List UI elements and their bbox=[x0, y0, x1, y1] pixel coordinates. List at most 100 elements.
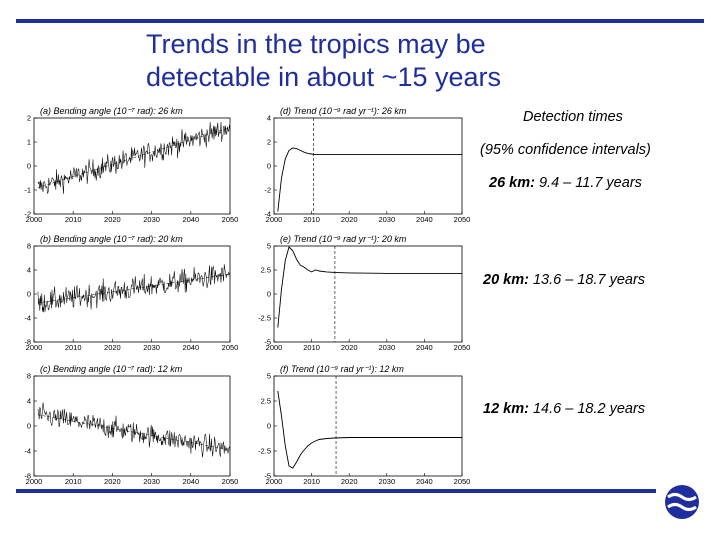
x-tick-label-f-2010: 2010 bbox=[303, 477, 320, 486]
series-line-c bbox=[37, 402, 231, 458]
ecmwf-logo-icon bbox=[665, 485, 699, 519]
series-line-f bbox=[277, 390, 462, 469]
series-line-d bbox=[277, 147, 462, 212]
y-tick-label-c-3: 4 bbox=[27, 397, 31, 406]
x-tick-label-b-2020: 2020 bbox=[104, 343, 121, 352]
y-tick-label-f-3: 2.5 bbox=[261, 397, 271, 406]
y-tick-label-d-1: -2 bbox=[264, 186, 271, 195]
y-tick-label-e-3: 2.5 bbox=[261, 266, 271, 275]
x-tick-label-b-2000: 2000 bbox=[26, 343, 43, 352]
trend-fit-line-c bbox=[37, 414, 231, 450]
detection-key-26km: 26 km: bbox=[489, 175, 535, 191]
detection-heading: Detection times bbox=[523, 109, 623, 125]
series-line-a bbox=[37, 121, 231, 194]
detection-key-12km: 12 km: bbox=[483, 401, 529, 417]
x-tick-label-e-2000: 2000 bbox=[266, 343, 283, 352]
y-tick-label-a-0: -2 bbox=[24, 210, 31, 219]
y-tick-label-a-2: 0 bbox=[27, 162, 31, 171]
y-tick-label-e-4: 5 bbox=[267, 242, 271, 251]
x-tick-label-b-2030: 2030 bbox=[143, 343, 160, 352]
title-line-1: Trends in the tropics may be bbox=[146, 29, 486, 59]
y-tick-label-a-3: 1 bbox=[27, 138, 31, 147]
detection-key-20km: 20 km: bbox=[483, 272, 529, 288]
bottom-accent-bar bbox=[16, 489, 656, 493]
x-tick-label-d-2020: 2020 bbox=[341, 215, 358, 224]
x-tick-label-a-2030: 2030 bbox=[143, 215, 160, 224]
x-tick-label-a-2020: 2020 bbox=[104, 215, 121, 224]
series-line-e bbox=[277, 246, 462, 328]
x-tick-label-f-2050: 2050 bbox=[454, 477, 471, 486]
y-tick-label-d-3: 2 bbox=[267, 138, 271, 147]
y-tick-label-f-1: -2.5 bbox=[258, 447, 271, 456]
detection-value-12km: 14.6 – 18.2 years bbox=[532, 401, 646, 417]
x-tick-label-f-2000: 2000 bbox=[266, 477, 283, 486]
panel-title-e: (e) Trend (10⁻⁹ rad yr⁻¹): 20 km bbox=[280, 234, 407, 244]
detection-value-20km: 13.6 – 18.7 years bbox=[532, 272, 646, 288]
y-tick-label-a-1: -1 bbox=[24, 186, 31, 195]
plot-frame-d bbox=[273, 117, 463, 215]
x-tick-label-a-2050: 2050 bbox=[222, 215, 239, 224]
panel-title-b: (b) Bending angle (10⁻⁷ rad): 20 km bbox=[40, 234, 183, 244]
x-tick-label-e-2020: 2020 bbox=[341, 343, 358, 352]
x-tick-label-a-2040: 2040 bbox=[182, 215, 199, 224]
y-tick-label-d-2: 0 bbox=[267, 162, 271, 171]
x-tick-label-d-2050: 2050 bbox=[454, 215, 471, 224]
trend-fit-line-a bbox=[37, 127, 231, 188]
detection-value-26km: 9.4 – 11.7 years bbox=[538, 175, 642, 191]
y-tick-label-b-1: -4 bbox=[24, 314, 31, 323]
panel-title-d: (d) Trend (10⁻⁹ rad yr⁻¹): 26 km bbox=[280, 106, 407, 116]
x-tick-label-f-2030: 2030 bbox=[378, 477, 395, 486]
plot-frame-c bbox=[33, 375, 231, 477]
y-tick-label-f-0: -5 bbox=[264, 472, 271, 481]
y-tick-label-a-4: 2 bbox=[27, 114, 31, 123]
x-tick-label-c-2000: 2000 bbox=[26, 477, 43, 486]
y-tick-label-f-2: 0 bbox=[267, 422, 271, 431]
x-tick-label-e-2040: 2040 bbox=[416, 343, 433, 352]
series-line-b bbox=[37, 264, 231, 313]
x-tick-label-b-2010: 2010 bbox=[65, 343, 82, 352]
x-tick-label-c-2050: 2050 bbox=[222, 477, 239, 486]
detection-subheading: (95% confidence intervals) bbox=[480, 142, 651, 158]
x-tick-label-e-2050: 2050 bbox=[454, 343, 471, 352]
x-tick-label-f-2040: 2040 bbox=[416, 477, 433, 486]
panel-title-f: (f) Trend (10⁻⁹ rad yr⁻¹): 12 km bbox=[280, 364, 404, 374]
y-tick-label-b-4: 8 bbox=[27, 242, 31, 251]
y-tick-label-e-0: -5 bbox=[264, 338, 271, 347]
detection-item-26km: 26 km: 9.4 – 11.7 years bbox=[489, 175, 642, 191]
plot-frame-a bbox=[33, 117, 231, 215]
y-tick-label-d-0: -4 bbox=[264, 210, 271, 219]
y-tick-label-e-2: 0 bbox=[267, 290, 271, 299]
x-tick-label-d-2010: 2010 bbox=[303, 215, 320, 224]
plot-frame-e bbox=[273, 245, 463, 343]
detection-item-20km: 20 km: 13.6 – 18.7 years bbox=[483, 272, 645, 288]
panel-title-c: (c) Bending angle (10⁻⁷ rad): 12 km bbox=[40, 364, 183, 374]
plot-frame-f bbox=[273, 375, 463, 477]
top-accent-bar bbox=[16, 19, 704, 23]
x-tick-label-d-2040: 2040 bbox=[416, 215, 433, 224]
x-tick-label-b-2050: 2050 bbox=[222, 343, 239, 352]
y-tick-label-d-4: 4 bbox=[267, 114, 271, 123]
x-tick-label-f-2020: 2020 bbox=[341, 477, 358, 486]
y-tick-label-b-0: -8 bbox=[24, 338, 31, 347]
x-tick-label-c-2040: 2040 bbox=[182, 477, 199, 486]
x-tick-label-c-2030: 2030 bbox=[143, 477, 160, 486]
y-tick-label-b-2: 0 bbox=[27, 290, 31, 299]
y-tick-label-e-1: -2.5 bbox=[258, 314, 271, 323]
x-tick-label-e-2030: 2030 bbox=[378, 343, 395, 352]
y-tick-label-c-4: 8 bbox=[27, 372, 31, 381]
panel-title-a: (a) Bending angle (10⁻⁷ rad): 26 km bbox=[40, 106, 183, 116]
detection-item-12km: 12 km: 14.6 – 18.2 years bbox=[483, 401, 645, 417]
x-tick-label-e-2010: 2010 bbox=[303, 343, 320, 352]
x-tick-label-c-2010: 2010 bbox=[65, 477, 82, 486]
slide-title: Trends in the tropics may be detectable … bbox=[146, 28, 666, 94]
trend-fit-line-b bbox=[37, 273, 231, 304]
y-tick-label-c-2: 0 bbox=[27, 422, 31, 431]
x-tick-label-d-2000: 2000 bbox=[266, 215, 283, 224]
x-tick-label-d-2030: 2030 bbox=[378, 215, 395, 224]
y-tick-label-f-4: 5 bbox=[267, 372, 271, 381]
y-tick-label-c-0: -8 bbox=[24, 472, 31, 481]
x-tick-label-b-2040: 2040 bbox=[182, 343, 199, 352]
x-tick-label-c-2020: 2020 bbox=[104, 477, 121, 486]
x-tick-label-a-2000: 2000 bbox=[26, 215, 43, 224]
